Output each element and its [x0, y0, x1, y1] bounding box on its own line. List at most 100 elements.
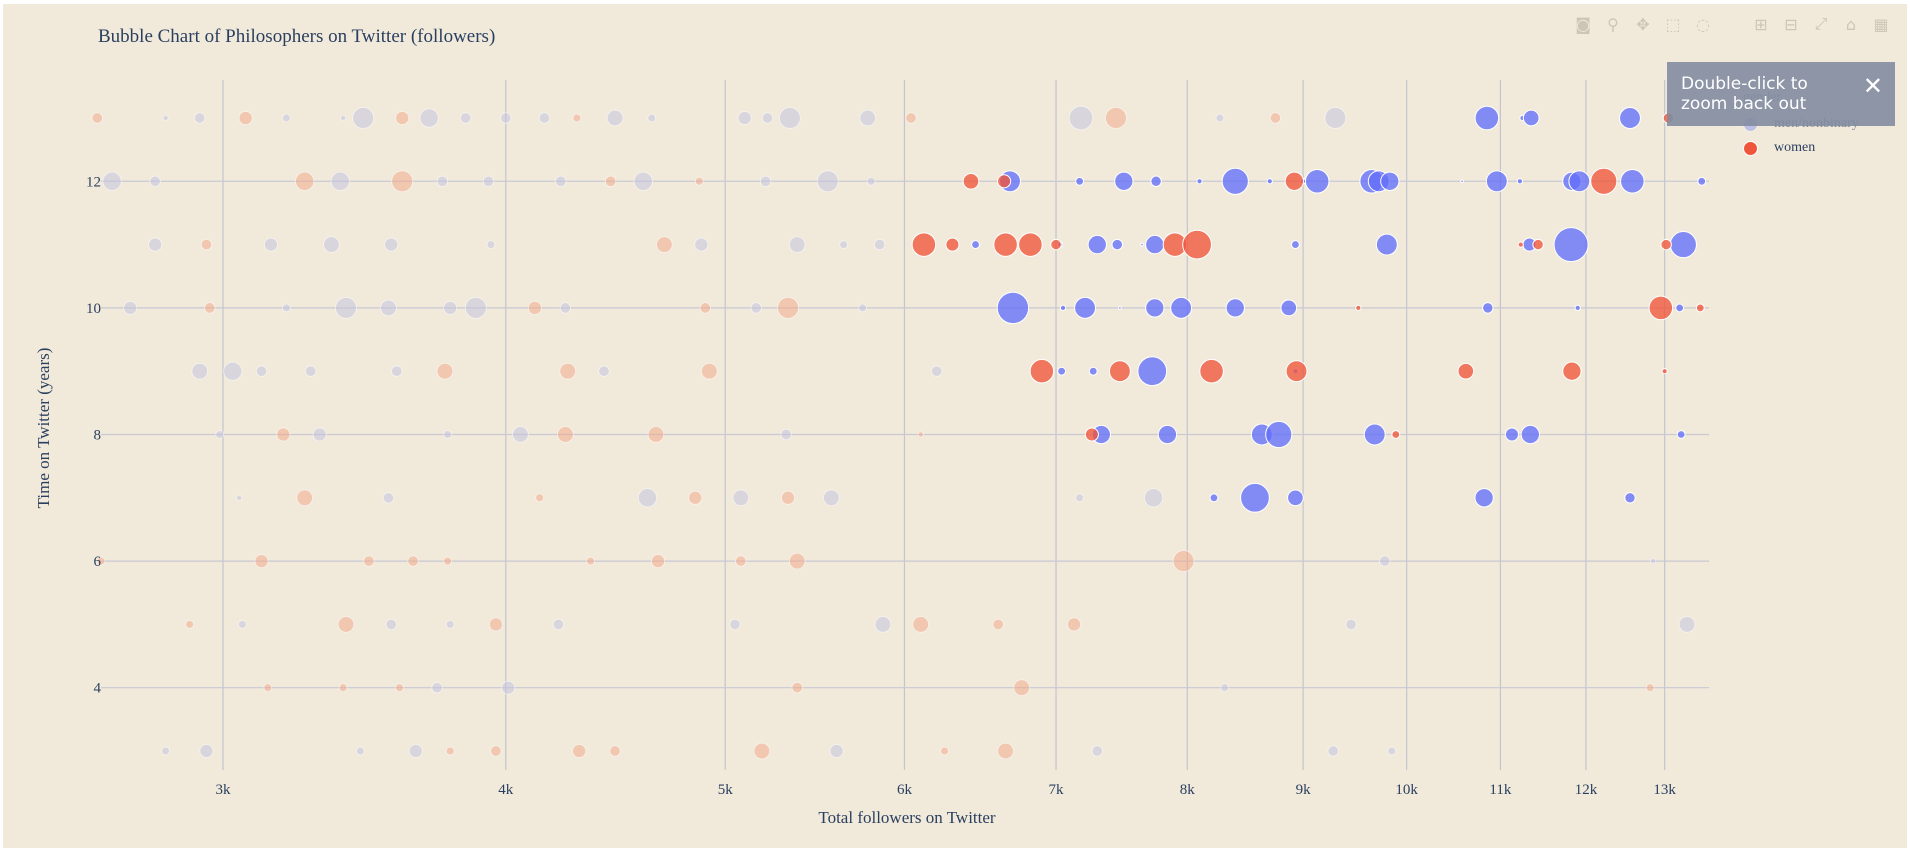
- faded-bubble-9[interactable]: [460, 112, 472, 124]
- faded-bubble-84[interactable]: [382, 492, 395, 504]
- bubble-men-nonbinary-23[interactable]: [971, 240, 980, 250]
- faded-bubble-68[interactable]: [436, 362, 454, 380]
- faded-bubble-139[interactable]: [997, 742, 1014, 760]
- faded-bubble-112[interactable]: [729, 618, 741, 631]
- bubble-men-nonbinary-25[interactable]: [1087, 234, 1107, 255]
- faded-bubble-70[interactable]: [598, 365, 610, 377]
- faded-bubble-36[interactable]: [760, 175, 772, 187]
- faded-bubble-21[interactable]: [1105, 107, 1127, 129]
- faded-bubble-14[interactable]: [647, 113, 657, 123]
- faded-bubble-134[interactable]: [572, 744, 587, 758]
- faded-bubble-132[interactable]: [445, 746, 455, 756]
- faded-bubble-79[interactable]: [647, 426, 665, 443]
- faded-bubble-22[interactable]: [1215, 113, 1225, 123]
- faded-bubble-57[interactable]: [527, 300, 542, 315]
- bubble-men-nonbinary-20[interactable]: [1568, 170, 1591, 193]
- faded-bubble-131[interactable]: [408, 744, 423, 758]
- faded-bubble-53[interactable]: [335, 297, 357, 319]
- bubble-women-14[interactable]: [1660, 238, 1672, 251]
- faded-bubble-78[interactable]: [557, 426, 574, 443]
- bubble-chart[interactable]: Bubble Chart of Philosophers on Twitter …: [3, 4, 1907, 848]
- faded-bubble-142[interactable]: [1387, 746, 1397, 756]
- faded-bubble-26[interactable]: [149, 175, 161, 187]
- bubble-women-19[interactable]: [1108, 360, 1131, 383]
- faded-bubble-128[interactable]: [161, 746, 170, 756]
- bubble-women-16[interactable]: [1648, 295, 1674, 321]
- faded-bubble-129[interactable]: [199, 744, 214, 758]
- zoom-in-icon[interactable]: ⊞: [1754, 14, 1768, 34]
- faded-bubble-29[interactable]: [391, 170, 414, 193]
- faded-bubble-50[interactable]: [123, 300, 138, 315]
- faded-bubble-59[interactable]: [699, 302, 711, 314]
- faded-bubble-138[interactable]: [940, 746, 949, 756]
- faded-bubble-34[interactable]: [633, 171, 653, 191]
- lasso-icon[interactable]: ◌: [1696, 14, 1710, 34]
- faded-bubble-124[interactable]: [791, 682, 803, 694]
- bubble-men-nonbinary-38[interactable]: [1145, 298, 1165, 318]
- faded-bubble-28[interactable]: [330, 171, 350, 191]
- bubble-men-nonbinary-36[interactable]: [1074, 296, 1097, 319]
- faded-bubble-23[interactable]: [1269, 112, 1282, 124]
- faded-bubble-39[interactable]: [148, 237, 163, 252]
- bubble-women-6[interactable]: [945, 237, 960, 252]
- faded-bubble-46[interactable]: [694, 237, 709, 252]
- faded-bubble-130[interactable]: [356, 746, 365, 756]
- bubble-women-20[interactable]: [1199, 358, 1224, 384]
- faded-bubble-101[interactable]: [788, 552, 806, 570]
- bubble-men-nonbinary-30[interactable]: [1375, 233, 1398, 256]
- bubble-men-nonbinary-37[interactable]: [1118, 306, 1122, 310]
- faded-bubble-15[interactable]: [737, 111, 752, 125]
- bubble-men-nonbinary-45[interactable]: [1057, 366, 1067, 376]
- bubble-men-nonbinary-54[interactable]: [1504, 427, 1519, 442]
- bubble-men-nonbinary-7[interactable]: [1150, 175, 1162, 188]
- bubble-men-nonbinary-0[interactable]: [1474, 105, 1500, 131]
- faded-bubble-54[interactable]: [380, 299, 397, 317]
- faded-bubble-17[interactable]: [779, 107, 801, 129]
- faded-bubble-41[interactable]: [263, 237, 278, 252]
- faded-bubble-127[interactable]: [1645, 683, 1655, 693]
- faded-bubble-115[interactable]: [992, 618, 1004, 631]
- bubble-men-nonbinary-16[interactable]: [1460, 179, 1464, 184]
- faded-bubble-106[interactable]: [238, 620, 247, 629]
- bubble-women-3[interactable]: [1284, 171, 1304, 191]
- legend-item-women[interactable]: women: [1743, 140, 1815, 156]
- faded-bubble-109[interactable]: [445, 620, 455, 629]
- bubble-men-nonbinary-34[interactable]: [996, 291, 1030, 325]
- bubble-women-5[interactable]: [911, 232, 937, 257]
- faded-bubble-72[interactable]: [931, 365, 943, 377]
- bubble-men-nonbinary-10[interactable]: [1266, 178, 1273, 185]
- faded-bubble-66[interactable]: [305, 365, 317, 377]
- bubble-men-nonbinary-60[interactable]: [1474, 488, 1494, 508]
- bubble-women-26[interactable]: [1391, 430, 1401, 439]
- faded-bubble-94[interactable]: [254, 554, 269, 569]
- faded-bubble-87[interactable]: [688, 490, 703, 505]
- faded-bubble-52[interactable]: [282, 303, 291, 313]
- faded-bubble-113[interactable]: [874, 616, 892, 633]
- zoom-out-icon[interactable]: ⊟: [1784, 14, 1798, 34]
- faded-bubble-10[interactable]: [500, 112, 512, 124]
- bubble-men-nonbinary-46[interactable]: [1088, 366, 1098, 376]
- bubble-women-12[interactable]: [1517, 241, 1524, 248]
- bubble-women-13[interactable]: [1532, 238, 1544, 251]
- bubble-women-23[interactable]: [1562, 361, 1582, 381]
- faded-bubble-43[interactable]: [384, 237, 399, 252]
- faded-bubble-126[interactable]: [1220, 683, 1229, 693]
- pan-icon[interactable]: ✥: [1636, 14, 1650, 34]
- faded-bubble-137[interactable]: [829, 744, 844, 758]
- bubble-men-nonbinary-28[interactable]: [1145, 234, 1165, 255]
- faded-bubble-85[interactable]: [535, 493, 544, 503]
- faded-bubble-119[interactable]: [263, 683, 273, 693]
- faded-bubble-33[interactable]: [604, 175, 617, 187]
- faded-bubble-71[interactable]: [701, 362, 718, 380]
- faded-bubble-123[interactable]: [501, 680, 516, 695]
- faded-bubble-99[interactable]: [651, 554, 666, 569]
- bubble-men-nonbinary-18[interactable]: [1516, 178, 1523, 185]
- faded-bubble-133[interactable]: [490, 745, 502, 757]
- bubble-men-nonbinary-15[interactable]: [1380, 171, 1400, 191]
- bubble-women-22[interactable]: [1457, 362, 1475, 380]
- faded-bubble-30[interactable]: [436, 175, 448, 187]
- faded-bubble-49[interactable]: [873, 238, 886, 251]
- faded-bubble-107[interactable]: [337, 616, 355, 633]
- faded-bubble-64[interactable]: [223, 361, 243, 381]
- faded-bubble-73[interactable]: [215, 430, 225, 439]
